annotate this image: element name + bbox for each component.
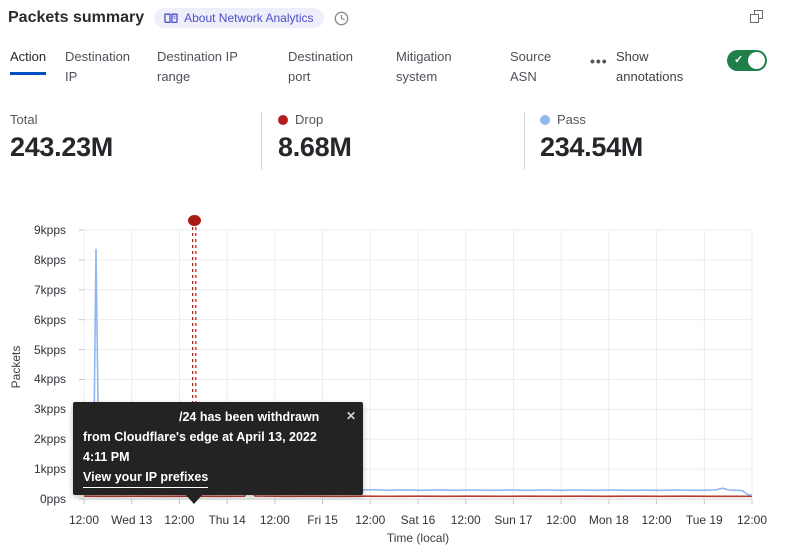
stat-pass-label: Pass bbox=[557, 112, 586, 127]
annotation-marker-dot[interactable] bbox=[187, 215, 201, 226]
x-tick-label: Tue 19 bbox=[685, 513, 723, 527]
stat-pass: Pass 234.54M bbox=[540, 112, 643, 163]
stat-drop-label: Drop bbox=[295, 112, 324, 127]
stat-pass-value: 234.54M bbox=[540, 132, 643, 162]
tab-destination-ip-range[interactable]: Destination IP range bbox=[157, 49, 238, 85]
y-tick-label: 3kpps bbox=[33, 402, 66, 417]
tab-mitigation-system[interactable]: Mitigation system bbox=[396, 49, 452, 85]
x-tick-label: Sun 17 bbox=[494, 513, 533, 527]
x-axis-title: Time (local) bbox=[386, 531, 450, 545]
book-icon bbox=[164, 13, 178, 24]
tab-source-asn[interactable]: Source ASN bbox=[510, 49, 552, 85]
summary-stats: Total 243.23M Drop 8.68M Pass 234.54M bbox=[0, 108, 785, 178]
stat-divider bbox=[524, 112, 525, 170]
x-tick-label: Wed 13 bbox=[111, 513, 153, 527]
pass-legend-dot bbox=[540, 114, 550, 125]
x-tick-label: 12:00 bbox=[164, 513, 195, 527]
y-tick-label: 9kpps bbox=[33, 223, 66, 237]
close-icon[interactable]: ✕ bbox=[345, 409, 356, 423]
x-tick-label: Mon 18 bbox=[588, 513, 629, 527]
x-tick-label: 12:00 bbox=[546, 513, 577, 527]
x-tick-label: Sat 16 bbox=[400, 513, 436, 527]
stat-drop: Drop 8.68M bbox=[278, 112, 352, 163]
stat-drop-value: 8.68M bbox=[278, 132, 352, 162]
tooltip-caret bbox=[185, 494, 203, 504]
copy-icon[interactable] bbox=[750, 10, 763, 23]
show-annotations-label: Show annotations bbox=[616, 49, 684, 85]
tab-destination-ip[interactable]: Destination IP bbox=[65, 49, 131, 85]
x-tick-label: 12:00 bbox=[641, 513, 672, 527]
x-tick-label: 12:00 bbox=[355, 513, 386, 527]
annotation-message: /24 has been withdrawn from Cloudflare's… bbox=[83, 410, 320, 464]
y-tick-label: 7kpps bbox=[33, 282, 66, 297]
about-badge-label: About Network Analytics bbox=[184, 11, 314, 25]
stat-total: Total 243.23M bbox=[10, 112, 113, 163]
y-tick-label: 5kpps bbox=[33, 342, 66, 357]
stat-total-value: 243.23M bbox=[10, 132, 113, 162]
y-tick-label: 1kpps bbox=[33, 462, 66, 477]
x-tick-label: Thu 14 bbox=[208, 513, 246, 527]
show-annotations-toggle[interactable]: ✓ bbox=[727, 50, 767, 71]
view-ip-prefixes-link[interactable]: View your IP prefixes bbox=[83, 467, 209, 488]
check-icon: ✓ bbox=[734, 54, 744, 66]
y-tick-label: 6kpps bbox=[33, 312, 66, 327]
about-network-analytics-badge[interactable]: About Network Analytics bbox=[154, 8, 324, 28]
x-tick-label: 12:00 bbox=[259, 513, 290, 527]
x-tick-label: 12:00 bbox=[68, 513, 100, 527]
y-tick-label: 8kpps bbox=[33, 252, 66, 267]
clock-icon bbox=[334, 11, 349, 26]
y-axis-title: Packets bbox=[9, 345, 23, 389]
annotation-tooltip: ✕ /24 has been withdrawn from Cloudflare… bbox=[73, 402, 363, 504]
tab-destination-port[interactable]: Destination port bbox=[288, 49, 354, 85]
drop-legend-dot bbox=[278, 114, 288, 125]
y-tick-label: 0pps bbox=[39, 492, 66, 506]
panel-header: Packets summary About Network Analytics bbox=[8, 8, 349, 28]
page-title: Packets summary bbox=[8, 9, 145, 26]
more-tabs-icon[interactable]: ••• bbox=[590, 53, 608, 69]
y-tick-label: 4kpps bbox=[33, 372, 66, 387]
x-tick-label: 12:00 bbox=[736, 513, 768, 527]
stat-divider bbox=[261, 112, 262, 170]
x-tick-label: Fri 15 bbox=[307, 513, 338, 527]
filter-tabs: Action Destination IP Destination IP ran… bbox=[0, 44, 785, 96]
stat-total-label: Total bbox=[10, 112, 38, 127]
tab-action[interactable]: Action bbox=[10, 47, 47, 76]
x-tick-label: 12:00 bbox=[450, 513, 481, 527]
toggle-knob bbox=[748, 52, 765, 69]
y-tick-label: 2kpps bbox=[33, 432, 66, 447]
